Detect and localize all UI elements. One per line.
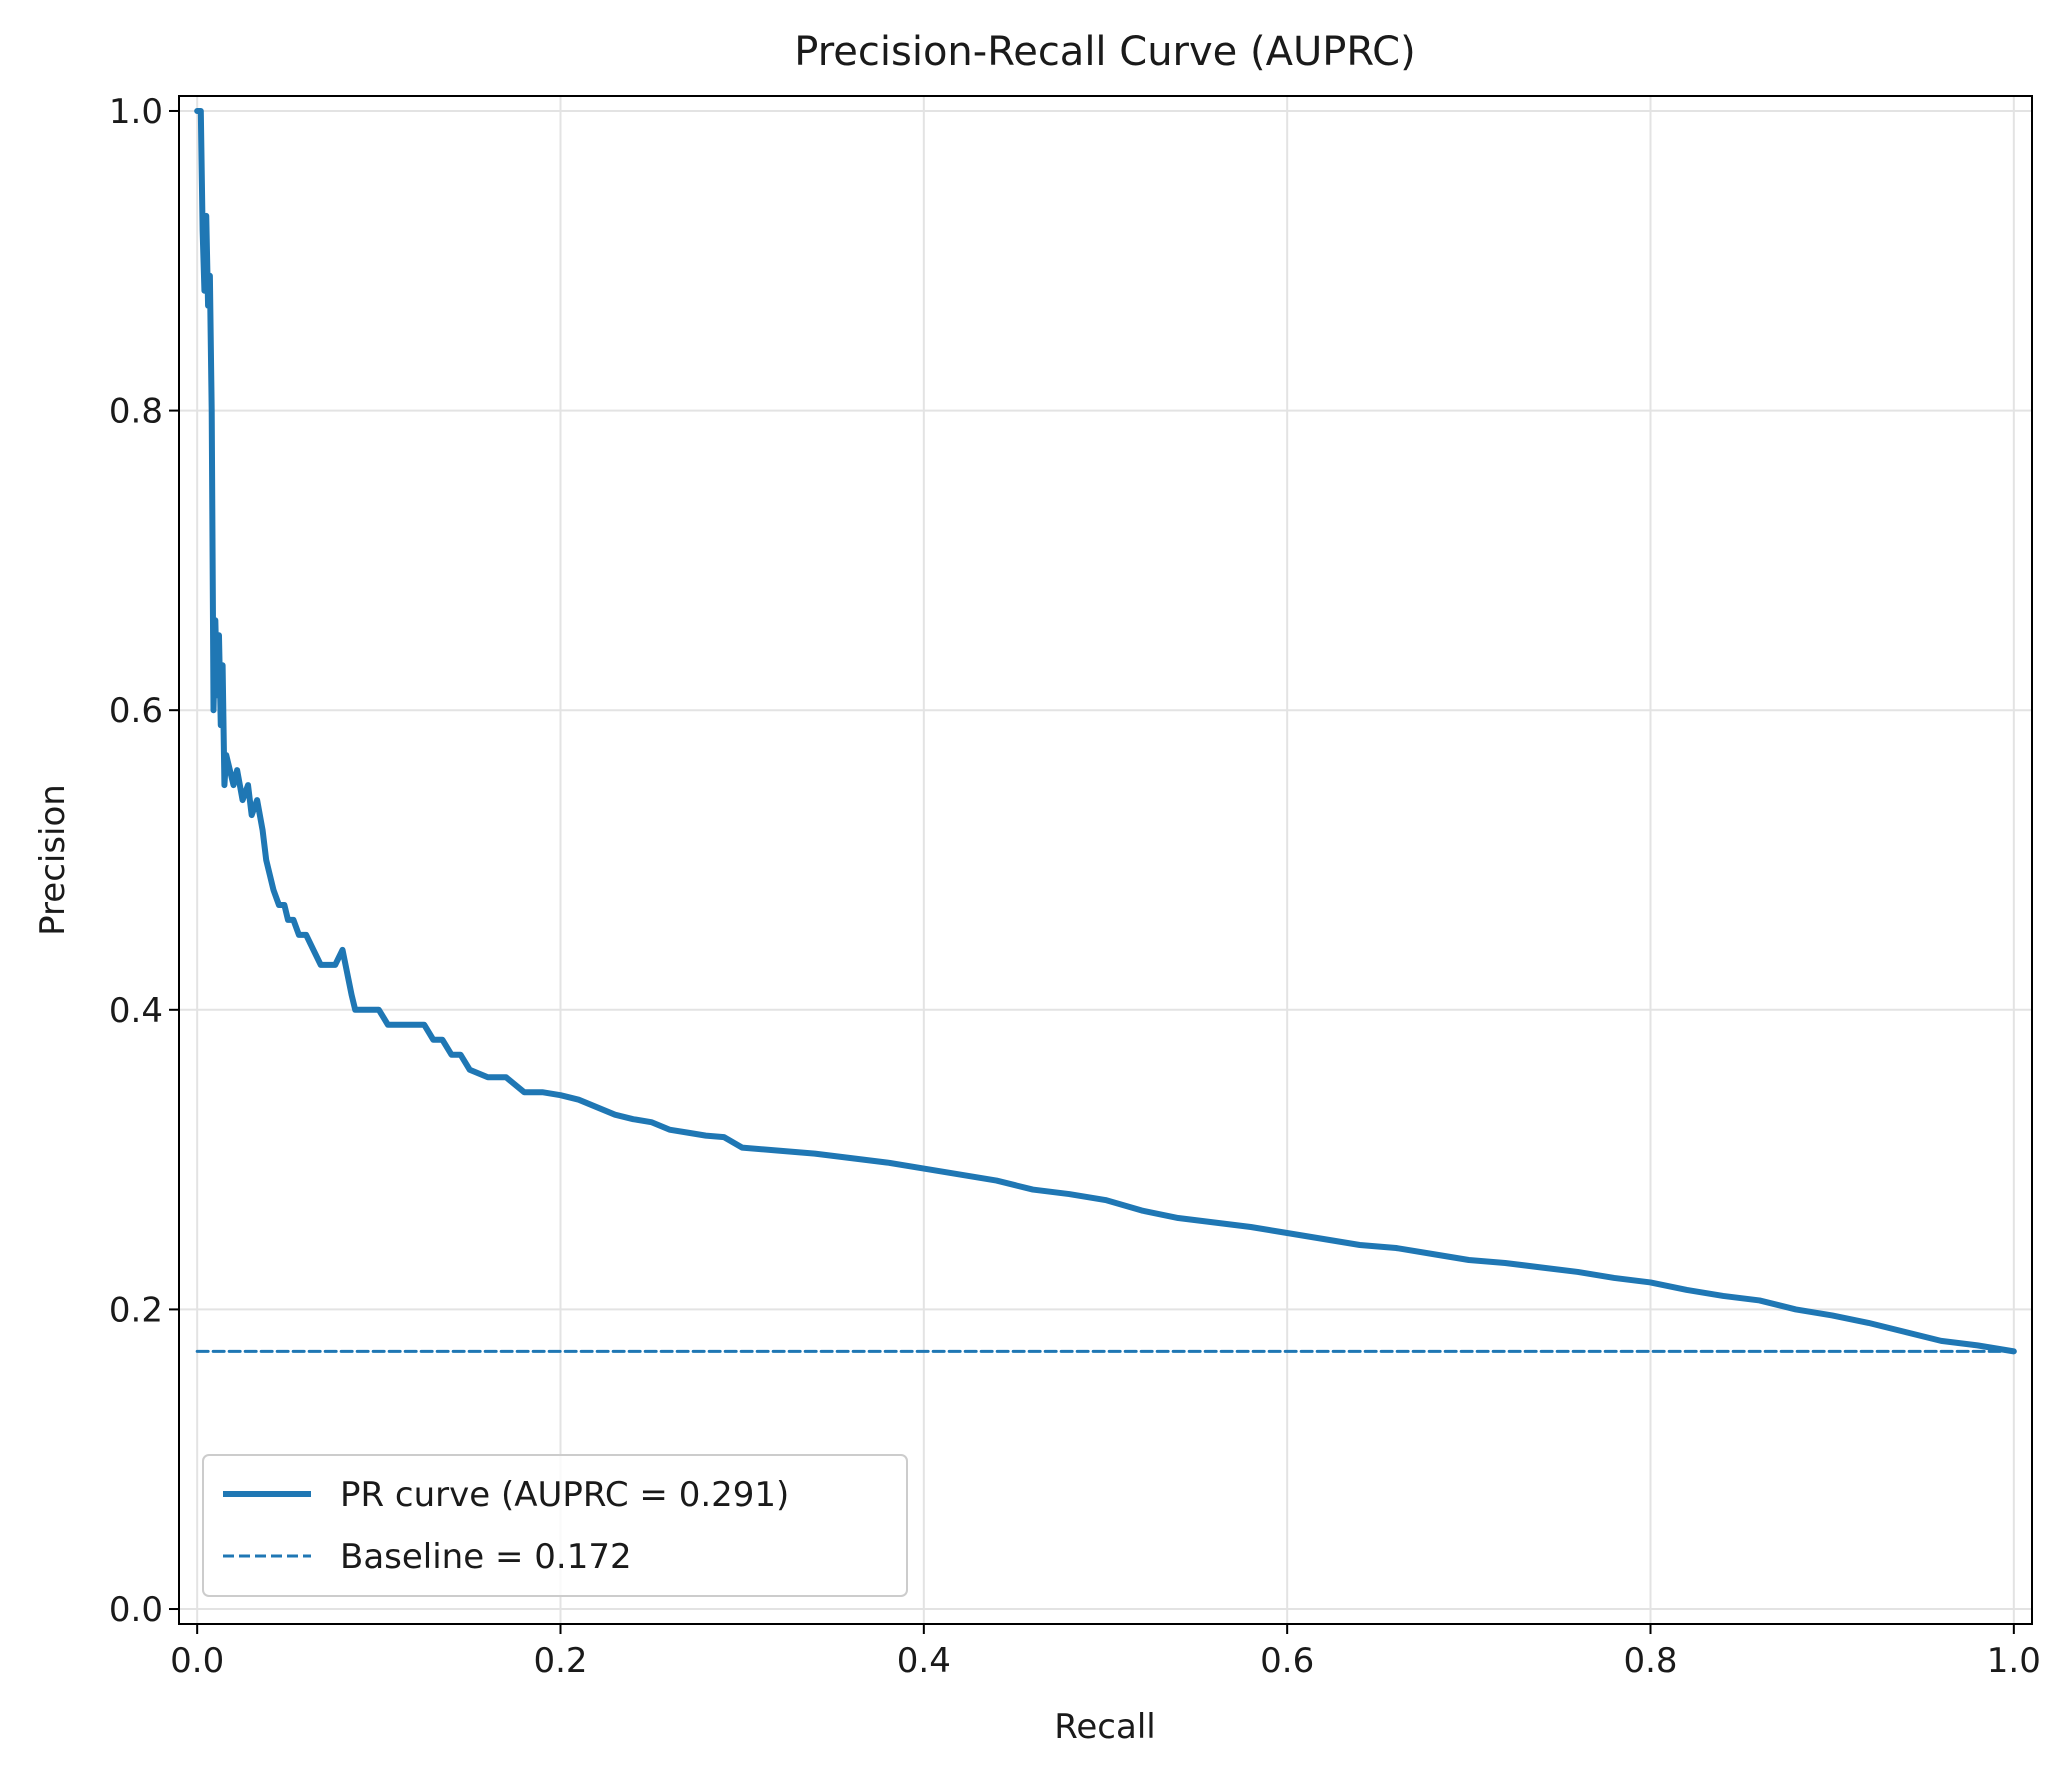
x-tick-label-1: 0.2 [533, 1641, 587, 1681]
y-tick-label-3: 0.6 [109, 691, 163, 731]
grid [179, 96, 2032, 1624]
series-layer [194, 107, 2017, 1355]
x-axis-label: Recall [1054, 1707, 1155, 1747]
y-tick-label-1: 0.2 [109, 1290, 163, 1330]
y-tick-label-2: 0.4 [109, 991, 163, 1031]
pr-curve-line [194, 107, 2017, 1355]
x-tick-label-5: 1.0 [1987, 1641, 2041, 1681]
y-tick-label-4: 0.8 [109, 392, 163, 432]
x-tick-label-3: 0.6 [1260, 1641, 1314, 1681]
ticks: 0.0 0.2 0.4 0.6 0.8 1.0 0.0 0.2 0.4 0.6 0.8 1.0 [109, 92, 2041, 1681]
legend-label-baseline: Baseline = 0.172 [340, 1537, 632, 1577]
x-tick-label-2: 0.4 [897, 1641, 951, 1681]
x-tick-label-4: 0.8 [1623, 1641, 1677, 1681]
y-tick-label-0: 0.0 [109, 1590, 163, 1630]
x-tick-label-0: 0.0 [170, 1641, 224, 1681]
legend-label-pr-curve: PR curve (AUPRC = 0.291) [340, 1475, 789, 1515]
legend-box [202, 1454, 908, 1597]
y-axis-label: Precision [33, 784, 73, 936]
y-tick-label-5: 1.0 [109, 92, 163, 132]
chart-title: Precision-Recall Curve (AUPRC) [794, 29, 1415, 75]
plot-frame [178, 95, 2033, 1625]
legend: PR curve (AUPRC = 0.291) Baseline = 0.17… [202, 1454, 908, 1597]
